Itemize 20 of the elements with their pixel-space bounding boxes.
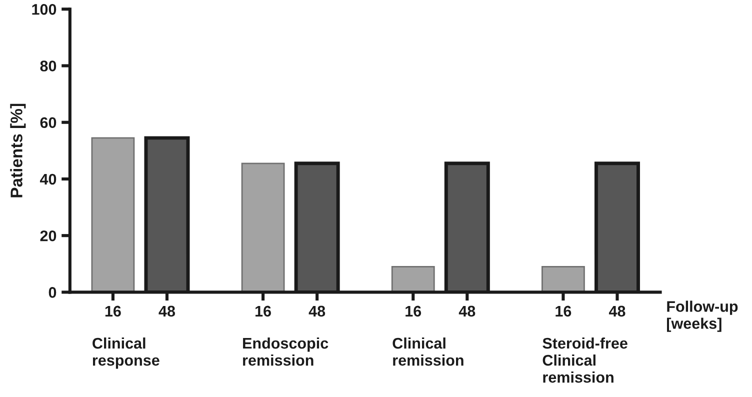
x-tick-label: 48 bbox=[158, 306, 176, 317]
x-tick-label: 48 bbox=[608, 306, 626, 317]
x-axis-title: Follow-up [weeks] bbox=[667, 300, 738, 332]
text: Steroid-free Clinical remission bbox=[542, 337, 628, 383]
x-tick-label: 48 bbox=[458, 306, 476, 317]
text: Endoscopic remission bbox=[243, 337, 328, 366]
x-tick-label: 16 bbox=[406, 306, 422, 317]
y-tick-label: 40 bbox=[40, 174, 56, 185]
text: Clinical response bbox=[92, 337, 160, 369]
y-tick-label: 60 bbox=[40, 117, 56, 128]
x-tick-label: 16 bbox=[256, 306, 271, 317]
x-tick-label: 16 bbox=[556, 306, 572, 317]
x-tick-label: 16 bbox=[105, 306, 121, 317]
x-tick-label: 48 bbox=[308, 306, 326, 317]
y-axis-title: Patients [%] bbox=[10, 104, 26, 198]
y-tick-label: 0 bbox=[48, 287, 56, 298]
y-tick-label: 80 bbox=[40, 60, 56, 72]
y-tick-label: 100 bbox=[32, 4, 56, 15]
y-tick-label: 20 bbox=[40, 230, 56, 242]
text: Clinical remission bbox=[392, 337, 464, 366]
